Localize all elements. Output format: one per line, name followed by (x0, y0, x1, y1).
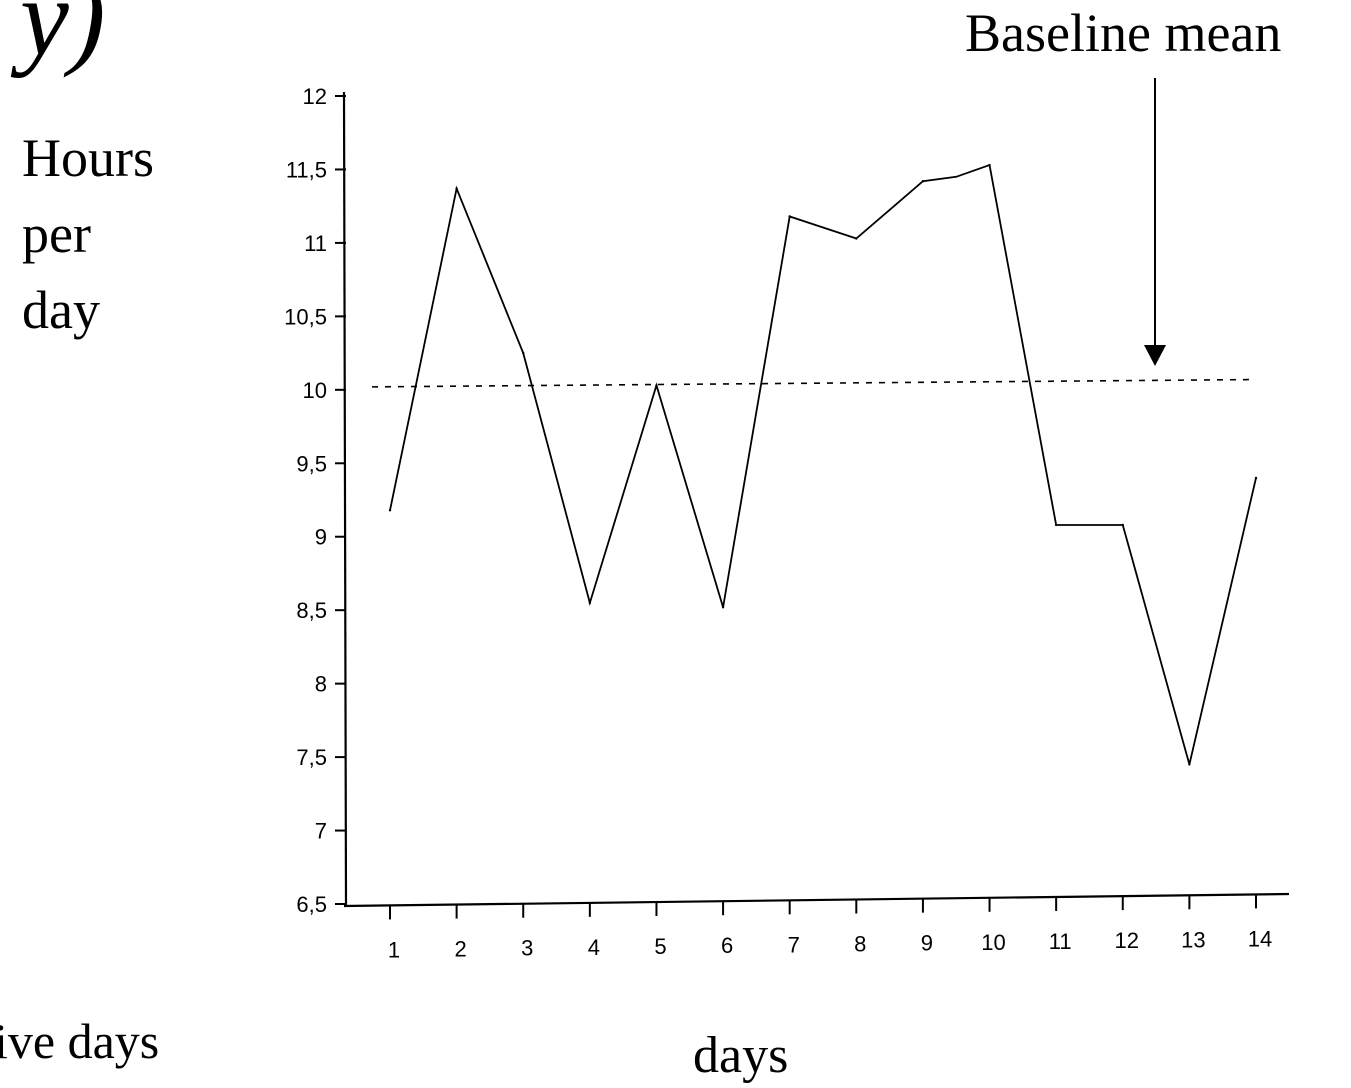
y-axis-ticks: 6,5 7 7,5 8 8,5 9 9,5 10 10,5 11 11,5 12 (284, 84, 346, 917)
x-tick-label: 1 (388, 937, 400, 962)
y-tick-label: 6,5 (296, 892, 327, 917)
y-tick-label: 11 (304, 231, 327, 256)
x-tick-label: 4 (588, 935, 600, 960)
x-tick-label: 2 (454, 937, 466, 962)
baseline-mean-annotation: Baseline mean (965, 3, 1282, 63)
y-tick-label: 7,5 (296, 745, 327, 770)
series-point (921, 180, 925, 183)
y-tick-label: 8 (315, 672, 327, 697)
y-tick-label: 12 (303, 84, 327, 109)
series-point (1188, 763, 1191, 766)
y-tick-label: 9,5 (296, 451, 327, 476)
y-tick-label: 10 (303, 378, 327, 403)
series-point (655, 384, 658, 387)
x-tick-label: 7 (788, 932, 800, 957)
x-tick-label: 10 (981, 930, 1005, 955)
y-tick-label: 8,5 (296, 598, 327, 623)
x-tick-label: 6 (721, 933, 733, 958)
baseline-mean-line (371, 378, 1257, 388)
series-point (455, 187, 458, 190)
title-fragment: y) (20, 0, 106, 78)
x-tick-label: 3 (521, 936, 533, 961)
series-point (522, 351, 525, 355)
x-axis-line (343, 892, 1290, 908)
series-point (988, 163, 991, 167)
x-tick-label: 14 (1248, 926, 1272, 951)
series-point (588, 601, 592, 605)
y-tick-label: 11,5 (286, 157, 327, 182)
x-tick-label: 8 (854, 931, 866, 956)
annotation-arrow-head (1144, 345, 1166, 366)
y-tick-label: 9 (315, 525, 327, 550)
y-axis-label: Hours per day (22, 120, 154, 348)
series-line (389, 163, 1257, 765)
series-point (1054, 523, 1058, 527)
y-tick-label: 10,5 (284, 304, 327, 329)
caption-fragment: ive days (0, 1013, 160, 1069)
series-point (1121, 523, 1124, 527)
y-axis-label-line: per (22, 204, 91, 264)
y-axis-label-line: day (22, 280, 100, 340)
x-tick-label: 9 (921, 931, 933, 956)
series-point (721, 606, 725, 609)
x-tick-label: 11 (1049, 929, 1072, 954)
y-axis-label-line: Hours (22, 128, 154, 188)
x-tick-label: 13 (1181, 927, 1205, 952)
x-axis-label: days (693, 1027, 789, 1084)
y-axis-line (342, 91, 348, 907)
series-points (388, 163, 1258, 766)
series-point (388, 509, 392, 512)
series-point (1254, 476, 1258, 480)
x-axis-ticks: 1 2 3 4 5 6 7 8 9 10 11 12 13 14 (388, 894, 1272, 962)
x-tick-label: 5 (654, 934, 666, 959)
y-tick-label: 7 (315, 819, 327, 844)
x-tick-label: 12 (1115, 928, 1139, 953)
series-point (855, 237, 858, 240)
series-point (788, 215, 791, 218)
